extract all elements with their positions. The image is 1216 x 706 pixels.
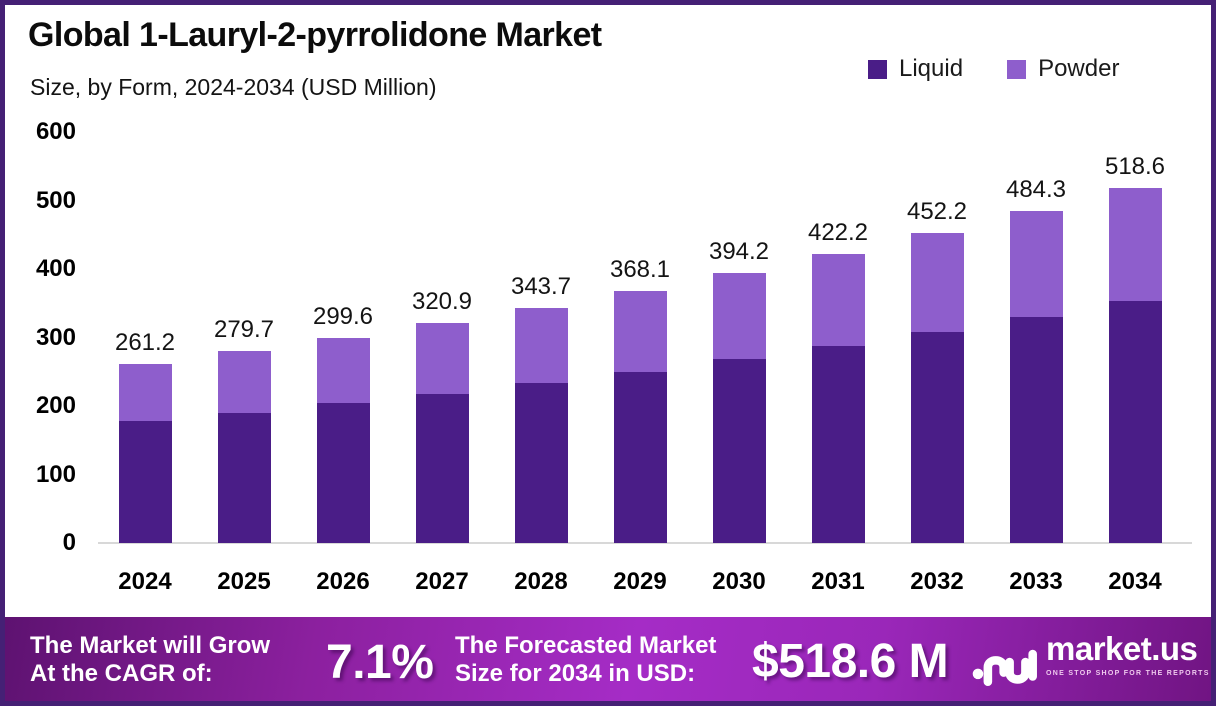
x-axis-label-2029: 2029 [613,568,667,595]
x-axis-label-2025: 2025 [217,568,271,595]
cagr-value: 7.1% [326,636,434,689]
y-axis-tick-label: 500 [35,186,76,214]
x-axis-label-2031: 2031 [811,568,865,595]
footer-banner: The Market will Grow At the CAGR of: 7.1… [0,617,1216,706]
bar-2025-powder [217,351,271,413]
bar-2033-liquid [1009,317,1063,543]
x-axis-label-2028: 2028 [514,568,568,595]
legend-label-powder: Powder [1038,55,1120,82]
bar-value-label-2030: 394.2 [708,237,770,265]
bar-2029-powder [613,290,667,372]
y-axis-tick-label: 200 [35,392,76,419]
x-axis-label-2034: 2034 [1108,568,1162,595]
bar-2032-liquid [910,332,964,543]
bar-2030-liquid [712,359,766,543]
bar-2031-liquid [811,346,865,543]
chart-title: Global 1-Lauryl-2-pyrrolidone Market [28,16,602,54]
legend-item-powder: Powder [1007,55,1119,83]
legend-item-liquid: Liquid [868,55,963,83]
bar-2034-liquid [1108,301,1162,543]
bar-2024-powder [118,364,172,422]
bar-2026-liquid [316,403,370,543]
y-axis-tick-label: 600 [35,118,76,145]
bar-value-label-2034: 518.6 [1104,152,1166,180]
bar-value-label-2028: 343.7 [510,272,572,300]
bar-value-label-2027: 320.9 [411,288,473,316]
bar-2028-liquid [514,382,568,543]
x-axis-label-2032: 2032 [910,568,964,595]
y-axis-tick-label: 100 [35,460,76,488]
bar-value-label-2033: 484.3 [1005,176,1067,204]
bar-2027-powder [415,323,469,394]
x-axis-label-2033: 2033 [1009,568,1063,595]
x-axis-label-2026: 2026 [316,568,370,595]
bar-2027-liquid [415,393,469,543]
legend-label-liquid: Liquid [899,55,964,82]
bar-2028-powder [514,307,568,383]
bar-2024-liquid [118,421,172,543]
x-axis-label-2024: 2024 [118,568,172,595]
cagr-label: The Market will Grow At the CAGR of: [30,632,271,687]
bar-value-label-2031: 422.2 [807,218,869,246]
legend: Liquid Powder [868,55,1119,83]
y-axis-tick-label: 400 [35,255,76,282]
x-axis-label-2030: 2030 [712,568,766,595]
bar-2032-powder [910,233,964,333]
marketus-tagline: ONE STOP SHOP FOR THE REPORTS [1046,670,1210,677]
bar-2030-powder [712,272,766,360]
y-axis-tick-label: 300 [35,323,76,351]
bar-value-label-2029: 368.1 [609,255,671,283]
bar-2033-powder [1009,211,1063,318]
bar-2026-powder [316,337,370,404]
bar-2029-liquid [613,371,667,543]
bar-2031-powder [811,253,865,347]
bar-2034-powder [1108,187,1162,302]
chart-subtitle: Size, by Form, 2024-2034 (USD Million) [30,74,437,100]
bar-2025-liquid [217,412,271,543]
marketus-logo-text: market.us [1046,630,1198,667]
x-axis-line [98,542,1192,544]
marketus-logo: market.us ONE STOP SHOP FOR THE REPORTS [972,629,1210,691]
marketus-swirl-icon [972,649,1037,687]
bar-value-label-2024: 261.2 [114,329,176,357]
bar-value-label-2026: 299.6 [312,302,374,330]
bar-value-label-2032: 452.2 [906,198,968,226]
bar-value-label-2025: 279.7 [213,316,275,344]
powder-swatch-icon [1007,59,1027,79]
forecast-value: $518.6 M [752,635,949,688]
x-axis-label-2027: 2027 [415,568,469,595]
y-axis-tick-label: 0 [62,529,76,556]
liquid-swatch-icon [868,59,887,79]
forecast-label: The Forecasted Market Size for 2034 in U… [455,632,717,687]
